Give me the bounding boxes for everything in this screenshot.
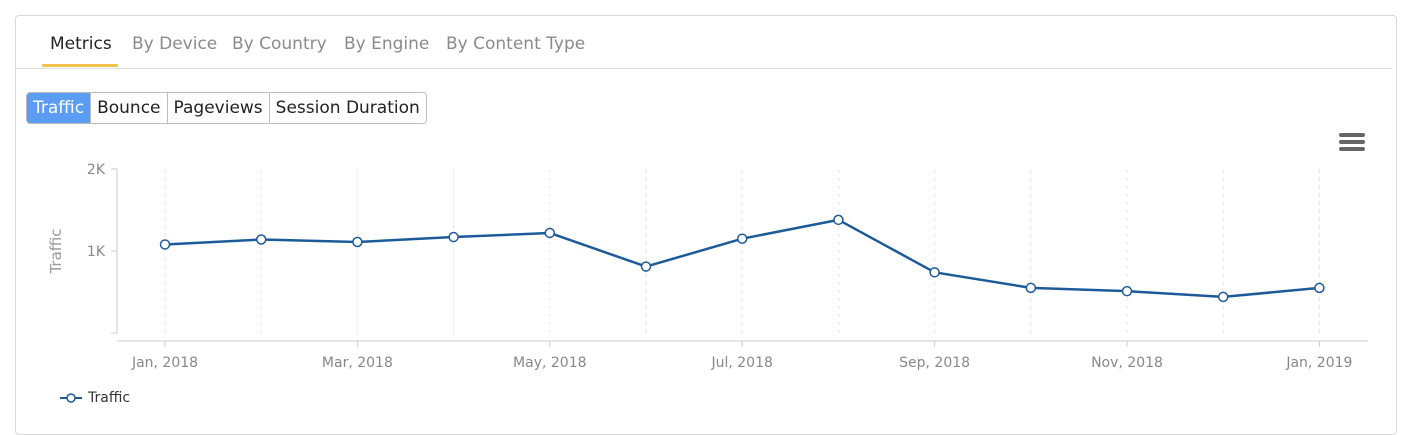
chart-panel: Metrics By Device By Country By Engine B… <box>15 15 1397 435</box>
x-tick-label: Sep, 2018 <box>899 355 970 371</box>
axis-layer: 1K 2K Jan, 2018 Mar, 2018 May, 2018 Jul, 2018… <box>87 162 1368 371</box>
tab-by-content-type[interactable]: By Content Type <box>446 34 586 54</box>
y-tick-label: 1K <box>87 244 106 260</box>
tab-metrics[interactable]: Metrics <box>50 34 112 54</box>
tab-by-engine[interactable]: By Engine <box>344 34 430 54</box>
grid-layer <box>164 169 1320 333</box>
x-tick-label: Jan, 2019 <box>1285 355 1352 371</box>
data-point[interactable] <box>736 233 748 244</box>
x-tick-label: May, 2018 <box>513 355 586 371</box>
metric-button-group: Traffic Bounce Pageviews Session Duratio… <box>26 92 427 124</box>
x-tick-label: Jul, 2018 <box>710 355 772 371</box>
y-axis-label: Traffic <box>47 228 65 274</box>
series-layer <box>159 214 1325 303</box>
data-point[interactable] <box>833 214 844 226</box>
tab-by-device[interactable]: By Device <box>132 34 218 54</box>
data-point[interactable] <box>640 261 652 272</box>
data-point[interactable] <box>448 231 459 243</box>
y-tick-label: 2K <box>87 162 106 178</box>
data-point[interactable] <box>1025 282 1037 294</box>
data-point[interactable] <box>352 236 363 248</box>
active-tab-indicator <box>42 64 118 67</box>
data-point[interactable] <box>544 227 556 239</box>
data-point[interactable] <box>159 239 171 250</box>
data-point[interactable] <box>255 234 267 245</box>
legend-item-traffic[interactable]: Traffic <box>60 388 130 408</box>
traffic-button[interactable]: Traffic <box>27 93 92 123</box>
data-point[interactable] <box>1121 285 1133 297</box>
hamburger-menu-icon[interactable] <box>1339 133 1365 153</box>
x-tick-label: Jan, 2018 <box>131 355 198 371</box>
tab-bar: Metrics By Device By Country By Engine B… <box>16 16 1392 69</box>
data-point[interactable] <box>1217 291 1229 303</box>
legend-line-icon <box>60 393 82 403</box>
session-duration-button[interactable]: Session Duration <box>269 93 426 123</box>
legend-label: Traffic <box>88 390 131 406</box>
x-tick-label: Mar, 2018 <box>322 355 393 371</box>
x-tick-label: Nov, 2018 <box>1091 355 1163 371</box>
data-point[interactable] <box>1314 282 1325 294</box>
bounce-button[interactable]: Bounce <box>91 93 168 123</box>
data-point[interactable] <box>929 267 940 278</box>
line-chart: 1K 2K Jan, 2018 Mar, 2018 May, 2018 Jul, 2018… <box>47 162 1368 371</box>
tab-by-country[interactable]: By Country <box>232 34 327 54</box>
pageviews-button[interactable]: Pageviews <box>167 93 270 123</box>
